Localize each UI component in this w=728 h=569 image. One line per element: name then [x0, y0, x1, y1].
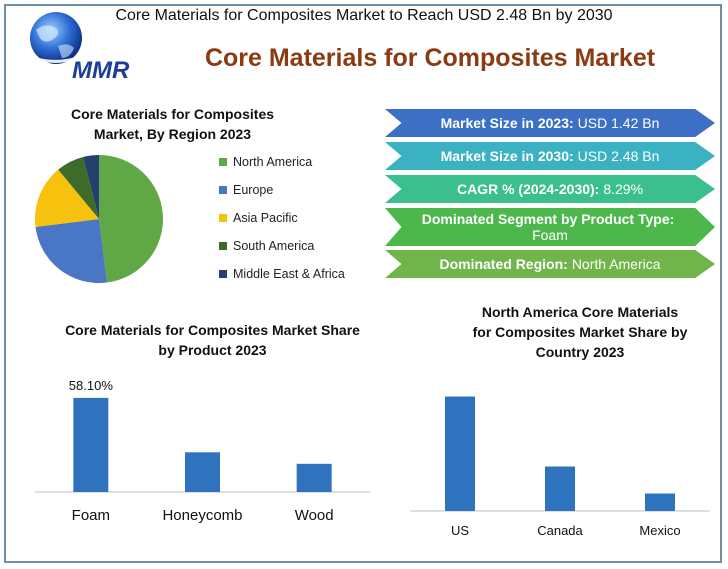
stat-dominated-segment: Dominated Segment by Product Type: Foam: [385, 208, 715, 246]
stat-market-size-2023: Market Size in 2023: USD 1.42 Bn: [385, 109, 715, 137]
bar-canada: [545, 466, 575, 511]
stat-dominated-region: Dominated Region: North America: [385, 250, 715, 278]
legend-swatch: [219, 214, 227, 222]
pie-slice-north-america: [99, 155, 164, 283]
product-title-line1: Core Materials for Composites Market Sha…: [65, 322, 360, 338]
region-pie-chart: [35, 155, 164, 283]
legend-swatch: [219, 158, 227, 166]
legend-item-asia-pacific: Asia Pacific: [219, 204, 345, 232]
legend-label: North America: [233, 155, 313, 169]
tick-label-foam: Foam: [72, 507, 110, 524]
product-bar-chart: Foam 58.10% Honeycomb Wood: [35, 378, 370, 524]
pie-slice-south-america: [58, 157, 99, 219]
pie-chart-title: Core Materials for Composites Market, By…: [40, 104, 305, 144]
headline: Core Materials for Composites Market to …: [115, 7, 613, 24]
country-title-line1: North America Core Materials: [481, 304, 679, 320]
country-title-line2: for Composites Market Share by: [472, 324, 688, 340]
legend-item-middle-east-africa: Middle East & Africa: [219, 260, 345, 288]
pie-slice-middle-east-africa: [83, 155, 99, 219]
tick-label-us: US: [451, 523, 469, 538]
region-legend: North America Europe Asia Pacific South Ame…: [219, 148, 345, 288]
legend-label: Middle East & Africa: [233, 267, 345, 281]
country-chart-title: North America Core Materials for Composi…: [440, 302, 720, 362]
tick-label-canada: Canada: [537, 523, 583, 538]
tick-label-honeycomb: Honeycomb: [162, 507, 242, 524]
pie-title-line2: Market, By Region 2023: [93, 126, 252, 142]
legend-label: Asia Pacific: [233, 211, 298, 225]
product-chart-title: Core Materials for Composites Market Sha…: [40, 320, 385, 360]
country-bar-chart: US Canada Mexico: [410, 396, 710, 538]
stat-market-size-2030: Market Size in 2030: USD 2.48 Bn: [385, 142, 715, 170]
legend-swatch: [219, 242, 227, 250]
legend-item-north-america: North America: [219, 148, 345, 176]
pie-slice-asia-pacific: [35, 169, 99, 228]
bar-us: [445, 396, 475, 511]
country-title-line3: Country 2023: [535, 344, 625, 360]
logo-text: MMR: [72, 57, 130, 84]
bar-foam: [73, 397, 109, 492]
bar-wood: [296, 463, 332, 492]
main-title: Core Materials for Composites Market: [204, 44, 656, 72]
bar-mexico: [645, 493, 675, 511]
legend-item-south-america: South America: [219, 232, 345, 260]
pie-title-line1: Core Materials for Composites: [70, 106, 275, 122]
legend-label: Europe: [233, 183, 274, 197]
tick-label-mexico: Mexico: [639, 523, 680, 538]
pie-slice-europe: [35, 219, 108, 283]
legend-item-europe: Europe: [219, 176, 345, 204]
product-title-line2: by Product 2023: [158, 342, 267, 358]
bar-honeycomb: [185, 452, 220, 492]
data-label-foam: 58.10%: [69, 378, 114, 393]
legend-swatch: [219, 186, 227, 194]
legend-label: South America: [233, 239, 315, 253]
tick-label-wood: Wood: [295, 507, 334, 524]
mmr-logo: MMR: [27, 12, 130, 84]
legend-swatch: [219, 270, 227, 278]
stat-cagr: CAGR % (2024-2030): 8.29%: [385, 175, 715, 203]
infographic-frame: [4, 4, 722, 563]
